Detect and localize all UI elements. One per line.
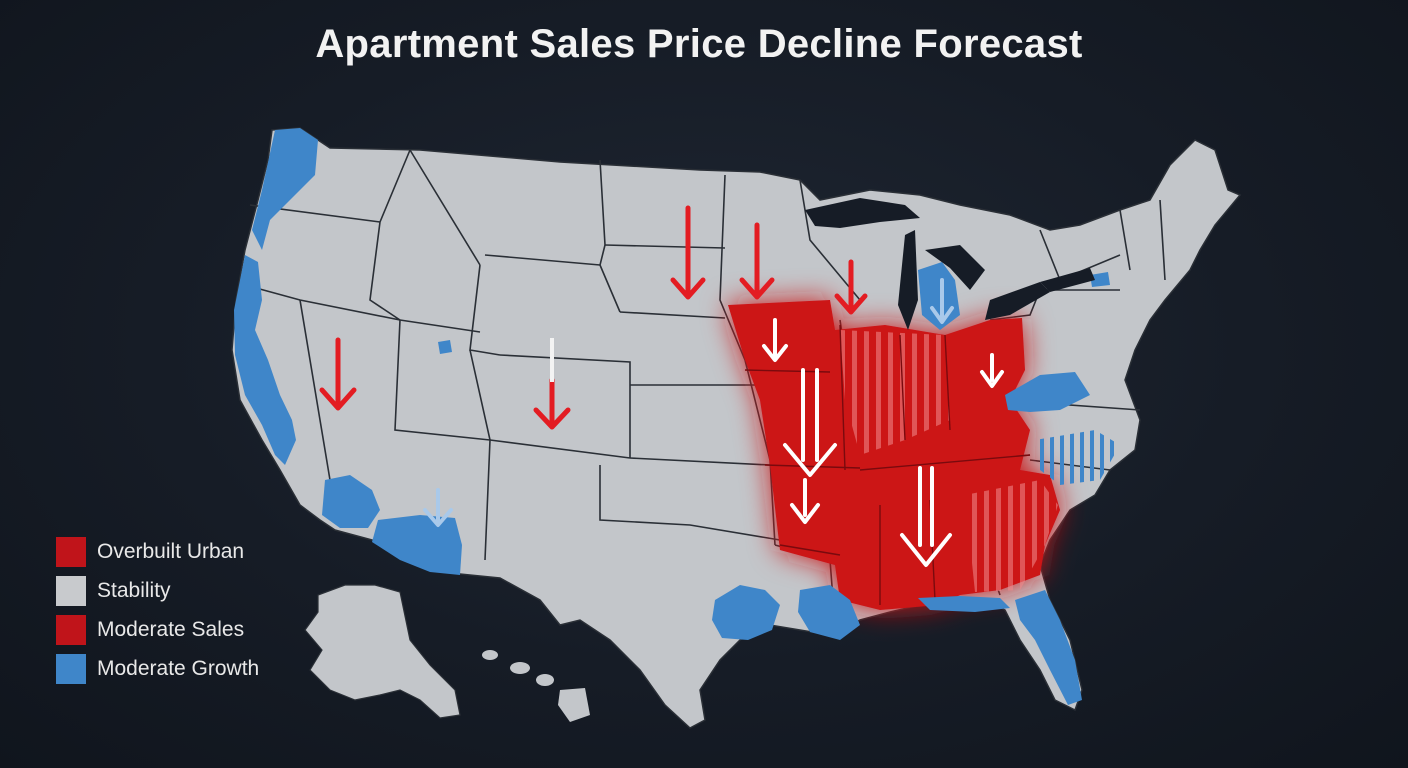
down-arrow-icon-arizona bbox=[423, 488, 453, 527]
legend-swatch-red bbox=[56, 614, 86, 645]
down-arrow-icon-mississippi bbox=[900, 466, 952, 567]
blue-area-pacific-northwest bbox=[252, 128, 318, 250]
legend-swatch-red bbox=[56, 536, 86, 567]
growth-areas bbox=[234, 128, 1110, 705]
down-arrow-icon-south-dakota bbox=[670, 205, 706, 300]
down-arrow-icon-nevada bbox=[319, 337, 357, 411]
blue-area-louisiana bbox=[798, 585, 860, 640]
down-arrow-icon-ohio bbox=[980, 353, 1004, 388]
page-title: Apartment Sales Price Decline Forecast bbox=[315, 22, 1083, 66]
white-arrows bbox=[762, 318, 1004, 567]
hawaii-inset bbox=[482, 650, 590, 722]
blue-area-southern-california bbox=[322, 475, 380, 528]
blue-stripe-area-north-carolina bbox=[1035, 430, 1120, 485]
blue-area-virginia bbox=[1005, 372, 1090, 412]
legend-item-moderate-growth: Moderate Growth bbox=[56, 649, 316, 688]
blue-arrows bbox=[423, 278, 954, 527]
legend-swatch-blue bbox=[56, 653, 86, 684]
red-stripe-overlay-southeast bbox=[965, 480, 1058, 592]
red-arrows bbox=[319, 205, 868, 430]
blue-area-texas-gulf bbox=[712, 585, 780, 640]
legend-item-stability: Stability bbox=[56, 571, 316, 610]
down-arrow-icon-michigan bbox=[930, 278, 954, 324]
legend-label: Moderate Sales bbox=[97, 617, 245, 641]
legend-label: Stability bbox=[97, 578, 171, 602]
alaska-inset bbox=[304, 584, 461, 719]
blue-area-arizona bbox=[372, 515, 462, 575]
blue-area-california-coast bbox=[234, 255, 296, 465]
blue-area-utah-dot bbox=[438, 340, 452, 354]
legend-swatch-gray bbox=[56, 575, 86, 606]
down-arrow-icon-minnesota bbox=[739, 222, 775, 300]
legend: Overbuilt Urban Stability Moderate Sales… bbox=[56, 532, 316, 688]
legend-label: Moderate Growth bbox=[97, 656, 260, 680]
red-stripe-overlay bbox=[840, 330, 950, 455]
blue-area-northeast-dots bbox=[1090, 272, 1110, 287]
legend-label: Overbuilt Urban bbox=[97, 539, 245, 563]
down-arrow-icon-colorado bbox=[533, 377, 571, 430]
blue-area-florida bbox=[1015, 590, 1082, 705]
blue-area-gulf-coast bbox=[918, 596, 1010, 612]
down-arrow-icon-iowa bbox=[762, 318, 788, 362]
down-arrow-icon-arkansas bbox=[790, 478, 820, 524]
down-arrow-icon-missouri bbox=[783, 368, 837, 477]
legend-item-moderate-sales: Moderate Sales bbox=[56, 610, 316, 649]
down-arrow-icon-wisconsin bbox=[834, 259, 868, 315]
legend-item-overbuilt-urban: Overbuilt Urban bbox=[56, 532, 316, 571]
great-lakes bbox=[805, 198, 1095, 330]
